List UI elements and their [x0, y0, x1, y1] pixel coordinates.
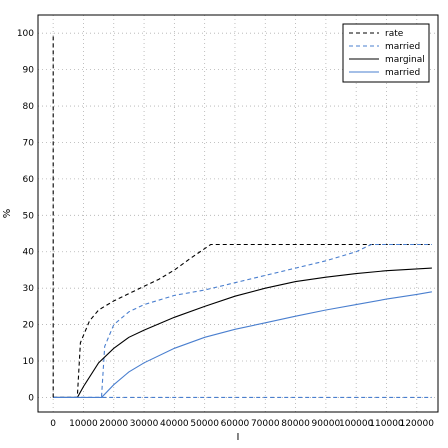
x-tick-label: 70000 [251, 419, 280, 429]
y-tick-label: 20 [23, 321, 35, 331]
series-line-rate-0 [53, 243, 432, 398]
legend-label: married [385, 68, 420, 78]
y-tick-label: 60 [23, 175, 35, 185]
x-tick-label: 40000 [160, 419, 189, 429]
legend-box [342, 23, 430, 83]
y-tick-label: 50 [23, 211, 35, 221]
x-tick-label: 10000 [69, 419, 98, 429]
x-tick-labels: 0 10000 20000 30000 40000 50000 60000 70000 8000… [50, 419, 434, 429]
x-axis-label: I [237, 432, 240, 443]
x-tick-label: 20000 [99, 419, 128, 429]
y-tick-labels: 0 10 20 30 40 50 60 70 80 90 100 [17, 29, 34, 403]
x-tick-label: 0 [50, 419, 56, 429]
x-tick-label: 30000 [130, 419, 159, 429]
y-tick-label: 10 [23, 357, 35, 367]
series-line-married-1 [53, 243, 432, 398]
y-tick-label: 40 [23, 248, 35, 258]
y-tick-label: 30 [23, 284, 35, 294]
x-tick-label: 120000 [400, 419, 435, 429]
series-line-married-3 [53, 291, 432, 398]
series-line-marginal-2 [53, 267, 432, 398]
y-tick-label: 90 [23, 66, 35, 76]
y-tick-label: 80 [23, 102, 35, 112]
legend-label: rate [385, 29, 404, 39]
plot-frame [37, 14, 439, 413]
legend: rate married marginal married [342, 23, 430, 83]
legend-label: married [385, 42, 420, 52]
y-tick-label: 0 [28, 393, 34, 403]
y-tick-label: 70 [23, 138, 35, 148]
x-tick-label: 90000 [312, 419, 341, 429]
x-tick-label: 100000 [339, 419, 374, 429]
x-tick-label: 110000 [369, 419, 404, 429]
x-tick-label: 60000 [221, 419, 250, 429]
x-tick-label: 50000 [190, 419, 219, 429]
x-tick-label: 80000 [281, 419, 310, 429]
y-axis-label: % [2, 209, 13, 219]
legend-label: marginal [385, 55, 425, 65]
y-tick-label: 100 [17, 29, 34, 39]
series-lines [52, 33, 432, 398]
